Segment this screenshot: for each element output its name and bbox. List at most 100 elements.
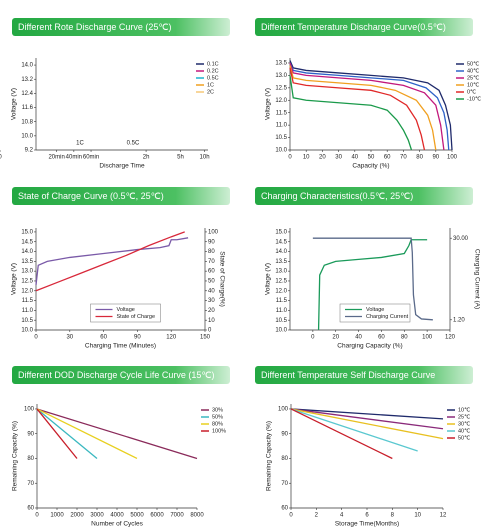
x-tick-label: 40min <box>66 155 82 161</box>
y-tick-label: 13.5 <box>275 61 287 67</box>
legend-label: 0℃ <box>467 89 477 95</box>
x-tick-label: 6000 <box>150 513 164 519</box>
y-tick-label: 11.5 <box>22 298 34 304</box>
series-line <box>289 75 413 151</box>
y2-tick-label: 50 <box>208 279 215 285</box>
legend-label: 30% <box>212 407 223 413</box>
legend-label: 0.5C <box>207 75 219 81</box>
y-tick-label: 60 <box>281 506 288 512</box>
header-bar <box>12 366 230 384</box>
y-axis-label: Voltage (V) <box>265 263 272 295</box>
y2-tick-label: 80 <box>208 249 215 255</box>
y-tick-label: 10.0 <box>275 328 287 334</box>
x-tick-label: 20 <box>332 335 339 341</box>
y-tick-label: 60 <box>27 506 34 512</box>
x-tick-label: 30 <box>335 155 342 161</box>
x-tick-label: 10 <box>414 513 421 519</box>
series-line <box>290 408 444 430</box>
y-tick-label: 15.0 <box>275 230 287 236</box>
x-tick-label: 20min <box>48 155 64 161</box>
y-tick-label: 11.5 <box>276 298 288 304</box>
y-tick-label: 90 <box>281 431 288 437</box>
chart-title: Charging Characteristics(0.5℃, 25℃) <box>261 191 413 201</box>
x-tick-label: 60min <box>83 155 99 161</box>
x-tick-label: 4000 <box>110 513 124 519</box>
x-tick-label: 50 <box>368 155 375 161</box>
x-tick-label: 0 <box>289 513 293 519</box>
series-line <box>36 408 78 459</box>
chart-title: Different Rote Discharge Curve (25℃) <box>18 22 172 32</box>
x-tick-label: 60 <box>100 335 107 341</box>
y-axis-label: Remaining Capacity (%) <box>266 421 273 491</box>
y-tick-label: 11.0 <box>276 123 288 129</box>
legend-label: Voltage <box>117 307 135 313</box>
y-tick-label: 9.2 <box>25 148 34 154</box>
series-line <box>290 408 393 460</box>
x-tick-label: 60 <box>384 155 391 161</box>
legend-label: 0.1C <box>207 61 219 67</box>
series-line <box>289 67 426 151</box>
x-tick-label: 8000 <box>190 513 204 519</box>
y-tick-label: 70 <box>281 481 288 487</box>
x-tick-label: 0 <box>288 155 292 161</box>
legend-label: 80% <box>212 421 223 427</box>
legend-label: 25℃ <box>458 414 471 420</box>
legend-label: 10℃ <box>458 407 471 413</box>
y-tick-label: 90 <box>27 431 34 437</box>
annotation: 0.5C <box>127 141 140 147</box>
y-tick-label: 10.0 <box>21 328 33 334</box>
header-bar <box>12 187 230 205</box>
legend-label: 50℃ <box>467 61 480 67</box>
x-tick-label: 120 <box>445 335 456 341</box>
y-tick-label: 14.5 <box>275 239 287 245</box>
y-tick-label: 10.5 <box>275 135 287 141</box>
x-tick-label: 60 <box>378 335 385 341</box>
y-tick-label: 10.0 <box>275 148 287 154</box>
legend-label: 30℃ <box>458 421 471 427</box>
legend-box <box>90 303 161 323</box>
y-axis-label: Voltage (V) <box>11 263 18 295</box>
x-axis-label: Charging Time (Minutes) <box>85 343 156 350</box>
x-axis-label: Storage Time(Months) <box>335 521 399 528</box>
x-tick-label: 2000 <box>70 513 84 519</box>
y-tick-label: 100 <box>278 407 289 413</box>
x-tick-label: 7000 <box>170 513 184 519</box>
y-tick-label: 10.8 <box>21 119 33 125</box>
y-tick-label: 13.2 <box>21 77 33 83</box>
x-tick-label: 80 <box>401 335 408 341</box>
x-tick-label: 40 <box>355 335 362 341</box>
legend-label: -10℃ <box>467 96 482 102</box>
series-line <box>290 408 444 420</box>
legend-label: Voltage <box>366 307 384 313</box>
x-axis-label: Capacity (%) <box>352 163 389 170</box>
y-tick-label: 13.5 <box>21 259 33 265</box>
x-tick-label: 30 <box>66 335 73 341</box>
x-tick-label: 5h <box>177 155 184 161</box>
x-tick-label: 90 <box>134 335 141 341</box>
y-tick-label: 12.0 <box>21 288 33 294</box>
y-tick-label: 13.0 <box>21 269 33 275</box>
x-tick-label: 0 <box>311 335 315 341</box>
header-bar <box>12 18 230 36</box>
series-line <box>36 408 198 460</box>
y-tick-label: 100 <box>24 407 35 413</box>
y-tick-label: 11.0 <box>22 308 34 314</box>
y-axis-label: Remaining Capacity (%) <box>12 421 19 491</box>
x-tick-label: 100 <box>422 335 433 341</box>
y2-tick-label: 1.20 <box>453 317 465 323</box>
y2-axis-label: State of Charge(%) <box>218 251 225 307</box>
x-tick-label: 150 <box>200 335 211 341</box>
x-tick-label: 5000 <box>130 513 144 519</box>
y-axis-label: Voltage (V) <box>11 88 18 120</box>
x-tick-label: 0 <box>35 513 39 519</box>
y-tick-label: 11.0 <box>276 308 288 314</box>
y-tick-label: 14.0 <box>275 249 287 255</box>
x-tick-label: 1000 <box>50 513 64 519</box>
x-tick-label: 3000 <box>90 513 104 519</box>
y-tick-label: 12.4 <box>21 91 33 97</box>
legend-label: 1C <box>207 82 214 88</box>
y2-axis-label: Charging Current (A) <box>473 249 480 309</box>
annotation: 1C <box>76 141 84 147</box>
series-line <box>317 239 428 331</box>
x-tick-label: 0 <box>34 335 38 341</box>
